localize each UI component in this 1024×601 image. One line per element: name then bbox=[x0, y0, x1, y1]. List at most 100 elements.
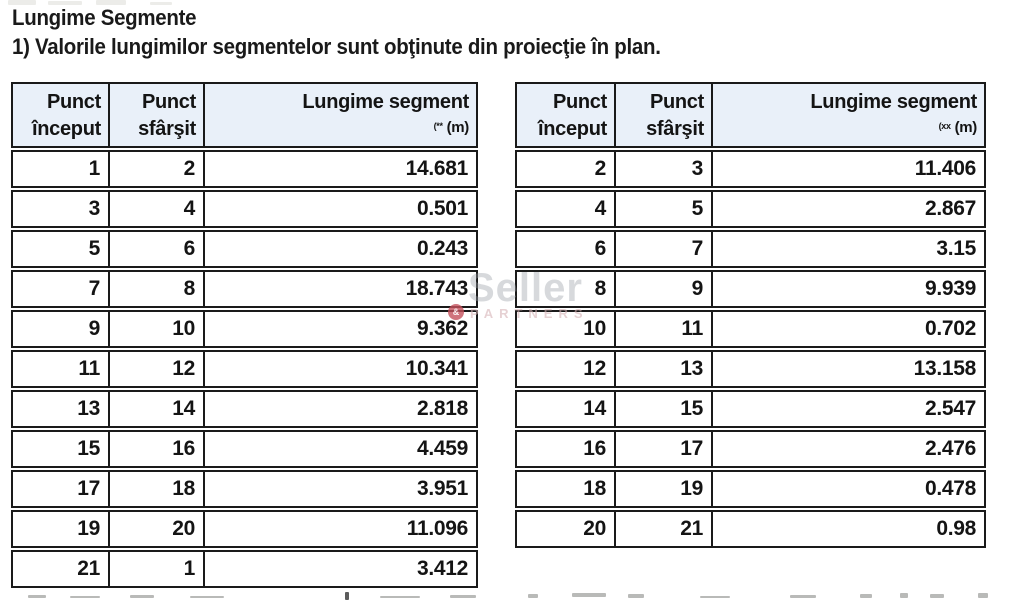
table-row: 1 2 14.681 bbox=[11, 150, 478, 188]
cell-punct-inceput: 13 bbox=[11, 390, 110, 428]
header-lungime-segment: Lungime segment (** (m) bbox=[203, 82, 478, 148]
cell-punct-sfarsit: 10 bbox=[108, 310, 205, 348]
table-header-row: Punct început Punct sfârşit Lungime segm… bbox=[11, 82, 478, 148]
cell-punct-inceput: 19 bbox=[11, 510, 110, 548]
cell-punct-sfarsit: 9 bbox=[614, 270, 713, 308]
cell-punct-sfarsit: 8 bbox=[108, 270, 205, 308]
cutoff-fragment bbox=[900, 593, 908, 598]
cell-lungime-segment: 0.478 bbox=[711, 470, 986, 508]
cell-punct-sfarsit: 7 bbox=[614, 230, 713, 268]
table-row: 15 16 4.459 bbox=[11, 430, 478, 468]
cell-punct-inceput: 15 bbox=[11, 430, 110, 468]
cell-lungime-segment: 14.681 bbox=[203, 150, 478, 188]
header-punct-inceput: Punct început bbox=[11, 82, 110, 148]
header-line: Punct bbox=[46, 91, 101, 113]
header-line: Punct bbox=[649, 91, 704, 113]
table-row: 13 14 2.818 bbox=[11, 390, 478, 428]
cutoff-fragment bbox=[700, 596, 730, 598]
cell-lungime-segment: 4.459 bbox=[203, 430, 478, 468]
header-line: început bbox=[31, 118, 101, 140]
cell-punct-sfarsit: 4 bbox=[108, 190, 205, 228]
cutoff-fragment bbox=[96, 0, 126, 5]
cutoff-fragment bbox=[528, 594, 538, 598]
segments-table-right: Punct început Punct sfârşit Lungime segm… bbox=[515, 82, 986, 548]
table-row: 11 12 10.341 bbox=[11, 350, 478, 388]
cell-punct-sfarsit: 6 bbox=[108, 230, 205, 268]
cell-lungime-segment: 11.406 bbox=[711, 150, 986, 188]
cutoff-fragment bbox=[790, 595, 816, 598]
cell-lungime-segment: 13.158 bbox=[711, 350, 986, 388]
cell-punct-sfarsit: 5 bbox=[614, 190, 713, 228]
cell-punct-inceput: 8 bbox=[515, 270, 616, 308]
header-line: Punct bbox=[141, 91, 196, 113]
cell-punct-sfarsit: 11 bbox=[614, 310, 713, 348]
cutoff-fragment bbox=[572, 593, 606, 597]
cell-punct-inceput: 9 bbox=[11, 310, 110, 348]
table-row: 12 13 13.158 bbox=[515, 350, 986, 388]
cell-lungime-segment: 10.341 bbox=[203, 350, 478, 388]
cell-lungime-segment: 18.743 bbox=[203, 270, 478, 308]
table-row: 20 21 0.98 bbox=[515, 510, 986, 548]
cell-punct-sfarsit: 17 bbox=[614, 430, 713, 468]
cell-lungime-segment: 2.818 bbox=[203, 390, 478, 428]
cell-punct-inceput: 11 bbox=[11, 350, 110, 388]
cell-punct-inceput: 2 bbox=[515, 150, 616, 188]
cell-punct-inceput: 3 bbox=[11, 190, 110, 228]
cell-lungime-segment: 9.939 bbox=[711, 270, 986, 308]
cell-punct-sfarsit: 14 bbox=[108, 390, 205, 428]
cutoff-fragment bbox=[70, 596, 100, 598]
segments-table-left: Punct început Punct sfârşit Lungime segm… bbox=[11, 82, 478, 588]
header-line: sfârşit bbox=[138, 118, 196, 140]
cutoff-fragment bbox=[628, 594, 644, 598]
cell-punct-inceput: 6 bbox=[515, 230, 616, 268]
table-row: 10 11 0.702 bbox=[515, 310, 986, 348]
cutoff-fragment bbox=[190, 596, 224, 598]
cutoff-fragment bbox=[978, 593, 988, 598]
cell-punct-inceput: 7 bbox=[11, 270, 110, 308]
page-title: Lungime Segmente bbox=[12, 5, 197, 30]
cell-punct-inceput: 14 bbox=[515, 390, 616, 428]
header-unit-line: (** (m) bbox=[205, 116, 470, 141]
cell-punct-sfarsit: 1 bbox=[108, 550, 205, 588]
cutoff-fragment bbox=[345, 592, 349, 600]
cell-punct-sfarsit: 18 bbox=[108, 470, 205, 508]
cell-punct-sfarsit: 15 bbox=[614, 390, 713, 428]
cell-lungime-segment: 0.98 bbox=[711, 510, 986, 548]
cutoff-fragment bbox=[8, 0, 36, 5]
table-row: 4 5 2.867 bbox=[515, 190, 986, 228]
cell-lungime-segment: 2.547 bbox=[711, 390, 986, 428]
header-lungime-segment: Lungime segment (xx (m) bbox=[711, 82, 986, 148]
table-row: 5 6 0.243 bbox=[11, 230, 478, 268]
table-body-left: 1 2 14.681 3 4 0.501 5 6 0.243 7 8 18.74… bbox=[11, 150, 478, 588]
cell-punct-sfarsit: 16 bbox=[108, 430, 205, 468]
cell-punct-inceput: 12 bbox=[515, 350, 616, 388]
table-row: 14 15 2.547 bbox=[515, 390, 986, 428]
table-row: 2 3 11.406 bbox=[515, 150, 986, 188]
cell-lungime-segment: 0.243 bbox=[203, 230, 478, 268]
header-punct-sfarsit: Punct sfârşit bbox=[614, 82, 713, 148]
table-row: 21 1 3.412 bbox=[11, 550, 478, 588]
table-row: 6 7 3.15 bbox=[515, 230, 986, 268]
cutoff-fragment bbox=[28, 595, 46, 598]
cell-punct-inceput: 20 bbox=[515, 510, 616, 548]
cutoff-fragment bbox=[450, 595, 476, 598]
cutoff-fragment bbox=[930, 594, 944, 598]
cell-lungime-segment: 2.476 bbox=[711, 430, 986, 468]
header-unit-line: (xx (m) bbox=[713, 116, 978, 141]
table-row: 17 18 3.951 bbox=[11, 470, 478, 508]
cell-punct-inceput: 16 bbox=[515, 430, 616, 468]
table-row: 19 20 11.096 bbox=[11, 510, 478, 548]
header-line: Punct bbox=[552, 91, 607, 113]
cell-lungime-segment: 3.412 bbox=[203, 550, 478, 588]
table-header-row: Punct început Punct sfârşit Lungime segm… bbox=[515, 82, 986, 148]
cutoff-fragment bbox=[130, 595, 154, 598]
cutoff-fragment bbox=[860, 594, 872, 598]
cell-lungime-segment: 0.702 bbox=[711, 310, 986, 348]
header-line: sfârşit bbox=[646, 118, 704, 140]
table-row: 9 10 9.362 bbox=[11, 310, 478, 348]
cell-lungime-segment: 11.096 bbox=[203, 510, 478, 548]
cell-punct-sfarsit: 19 bbox=[614, 470, 713, 508]
table-row: 18 19 0.478 bbox=[515, 470, 986, 508]
unit-label: (m) bbox=[446, 119, 470, 136]
